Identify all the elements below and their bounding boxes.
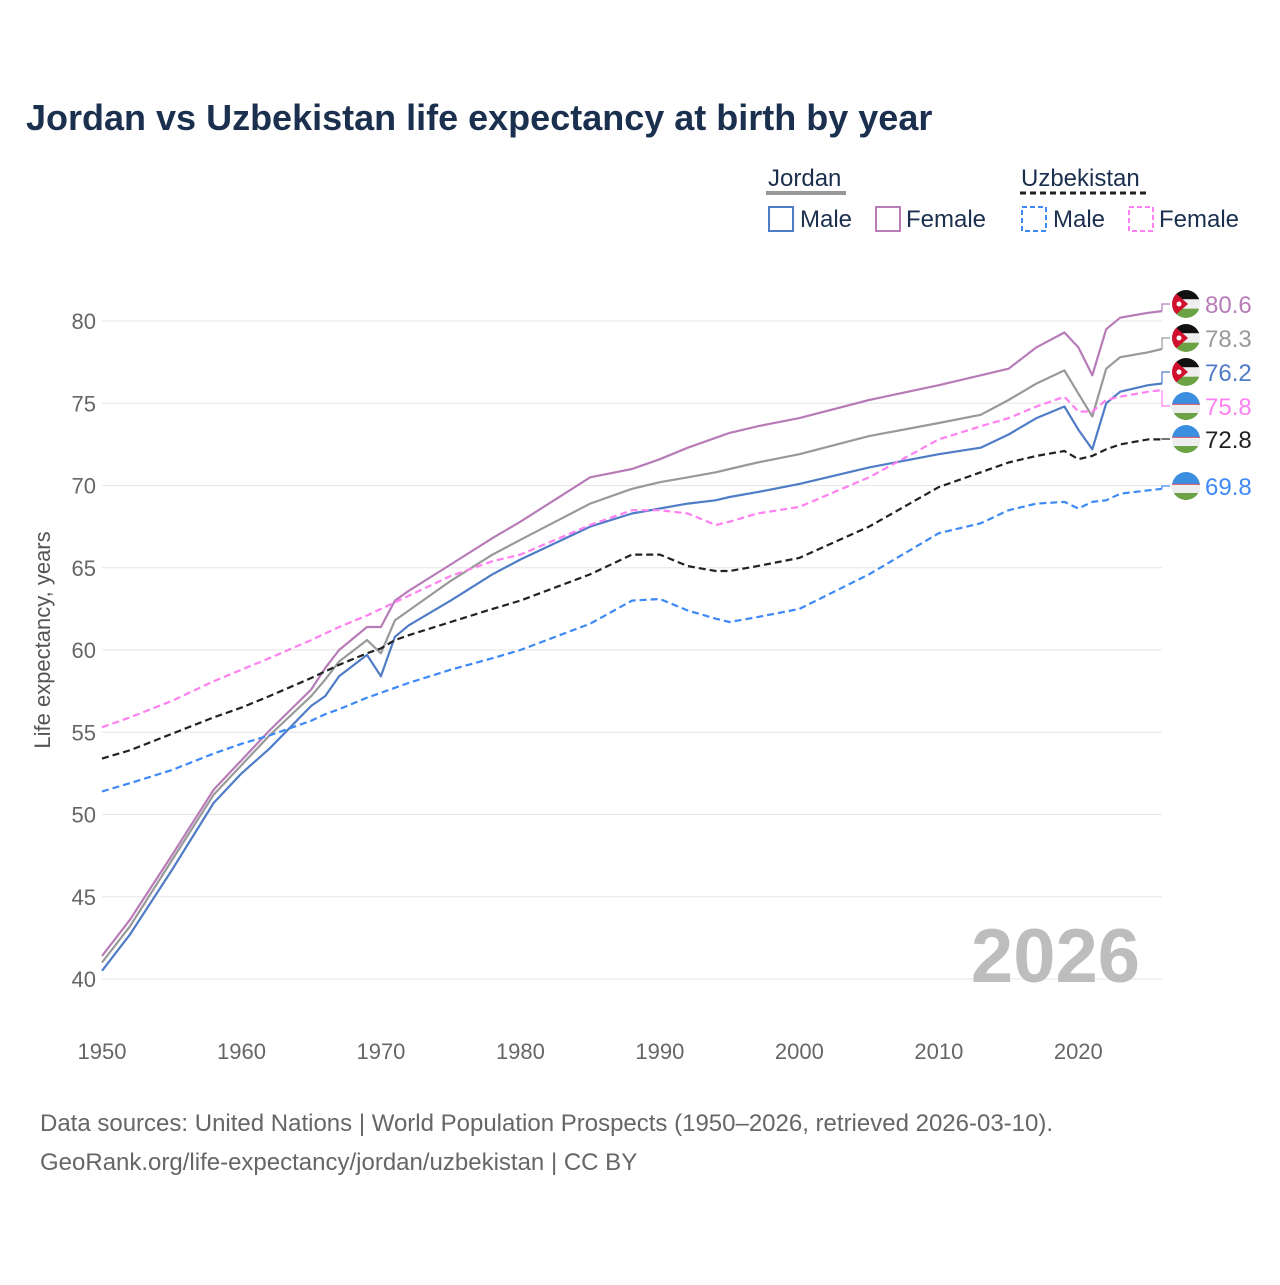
legend-uzbekistan-male: Male	[1053, 206, 1105, 233]
end-label-connector	[1162, 486, 1170, 489]
y-tick-label: 80	[72, 309, 96, 334]
flag-body	[1172, 425, 1200, 456]
end-value-label: 72.8	[1205, 427, 1252, 454]
flag-stripe	[1172, 392, 1200, 405]
x-tick-label: 2020	[1054, 1039, 1103, 1064]
series-line-uzbekistan-female	[102, 390, 1162, 727]
flag-body	[1172, 324, 1200, 352]
end-value-label: 76.2	[1205, 360, 1252, 387]
y-axis-ticks: 40 45 50 55 60 65 70 75 80	[72, 309, 96, 992]
legend-jordan-female-swatch	[876, 207, 900, 231]
legend-jordan-male: Male	[800, 206, 852, 233]
x-tick-label: 1950	[78, 1039, 127, 1064]
y-tick-label: 40	[72, 967, 96, 992]
end-value-label: 75.8	[1205, 394, 1252, 421]
y-tick-label: 60	[72, 638, 96, 663]
end-labels: 80.6 78.3 76.2 75.8 72.8 69.8	[1162, 290, 1252, 503]
x-tick-label: 1970	[356, 1039, 405, 1064]
legend: Jordan Male Female Uzbekistan Male Femal…	[766, 165, 1239, 233]
end-value-label: 69.8	[1205, 474, 1252, 501]
flag-star	[1177, 302, 1182, 307]
y-tick-label: 50	[72, 803, 96, 828]
flag-body	[1172, 290, 1200, 318]
y-tick-label: 55	[72, 720, 96, 745]
flag-body	[1172, 358, 1200, 386]
legend-uzbekistan-male-swatch	[1022, 207, 1046, 231]
end-label-connector	[1162, 390, 1170, 406]
credit-note: GeoRank.org/life-expectancy/jordan/uzbek…	[40, 1149, 637, 1176]
x-tick-label: 2010	[914, 1039, 963, 1064]
series-line-uzbekistan-male	[102, 489, 1162, 792]
legend-uzbekistan-female-swatch	[1129, 207, 1153, 231]
y-tick-label: 75	[72, 391, 96, 416]
uzbekistan-flag-icon	[1172, 392, 1200, 423]
end-label-connector	[1162, 372, 1170, 384]
end-value-label: 80.6	[1205, 292, 1252, 319]
source-note: Data sources: United Nations | World Pop…	[40, 1110, 1053, 1137]
uzbekistan-flag-icon	[1172, 425, 1200, 456]
chart-title: Jordan vs Uzbekistan life expectancy at …	[26, 97, 932, 138]
series-line-jordan-total	[102, 349, 1162, 963]
end-label-connector	[1162, 338, 1170, 349]
end-value-label: 78.3	[1205, 326, 1252, 353]
jordan-flag-icon	[1172, 290, 1200, 318]
series-lines	[102, 311, 1162, 971]
flag-body	[1172, 472, 1200, 503]
y-tick-label: 45	[72, 885, 96, 910]
flag-stripe	[1172, 472, 1200, 485]
end-label-connector	[1162, 304, 1170, 311]
x-tick-label: 2000	[775, 1039, 824, 1064]
series-line-jordan-female	[102, 311, 1162, 956]
flag-star	[1177, 370, 1182, 375]
flag-stripe	[1172, 438, 1200, 446]
year-watermark: 2026	[971, 914, 1140, 999]
x-tick-label: 1960	[217, 1039, 266, 1064]
jordan-flag-icon	[1172, 324, 1200, 352]
series-line-uzbekistan-total	[102, 439, 1162, 758]
flag-stripe	[1172, 405, 1200, 413]
y-tick-label: 70	[72, 474, 96, 499]
legend-jordan-male-swatch	[769, 207, 793, 231]
x-tick-label: 1980	[496, 1039, 545, 1064]
flag-body	[1172, 392, 1200, 423]
flag-stripe	[1172, 425, 1200, 438]
legend-group-jordan: Jordan	[768, 165, 841, 192]
x-axis-ticks: 1950 1960 1970 1980 1990 2000 2010 2020	[78, 1039, 1103, 1064]
legend-jordan-female: Female	[906, 206, 986, 233]
x-tick-label: 1990	[635, 1039, 684, 1064]
y-tick-label: 65	[72, 556, 96, 581]
flag-star	[1177, 336, 1182, 341]
series-line-jordan-male	[102, 384, 1162, 971]
uzbekistan-flag-icon	[1172, 472, 1200, 503]
grid	[102, 321, 1162, 979]
flag-stripe	[1172, 485, 1200, 493]
jordan-flag-icon	[1172, 358, 1200, 386]
y-axis-label: Life expectancy, years	[30, 531, 55, 748]
legend-uzbekistan-female: Female	[1159, 206, 1239, 233]
legend-group-uzbekistan: Uzbekistan	[1021, 165, 1140, 192]
